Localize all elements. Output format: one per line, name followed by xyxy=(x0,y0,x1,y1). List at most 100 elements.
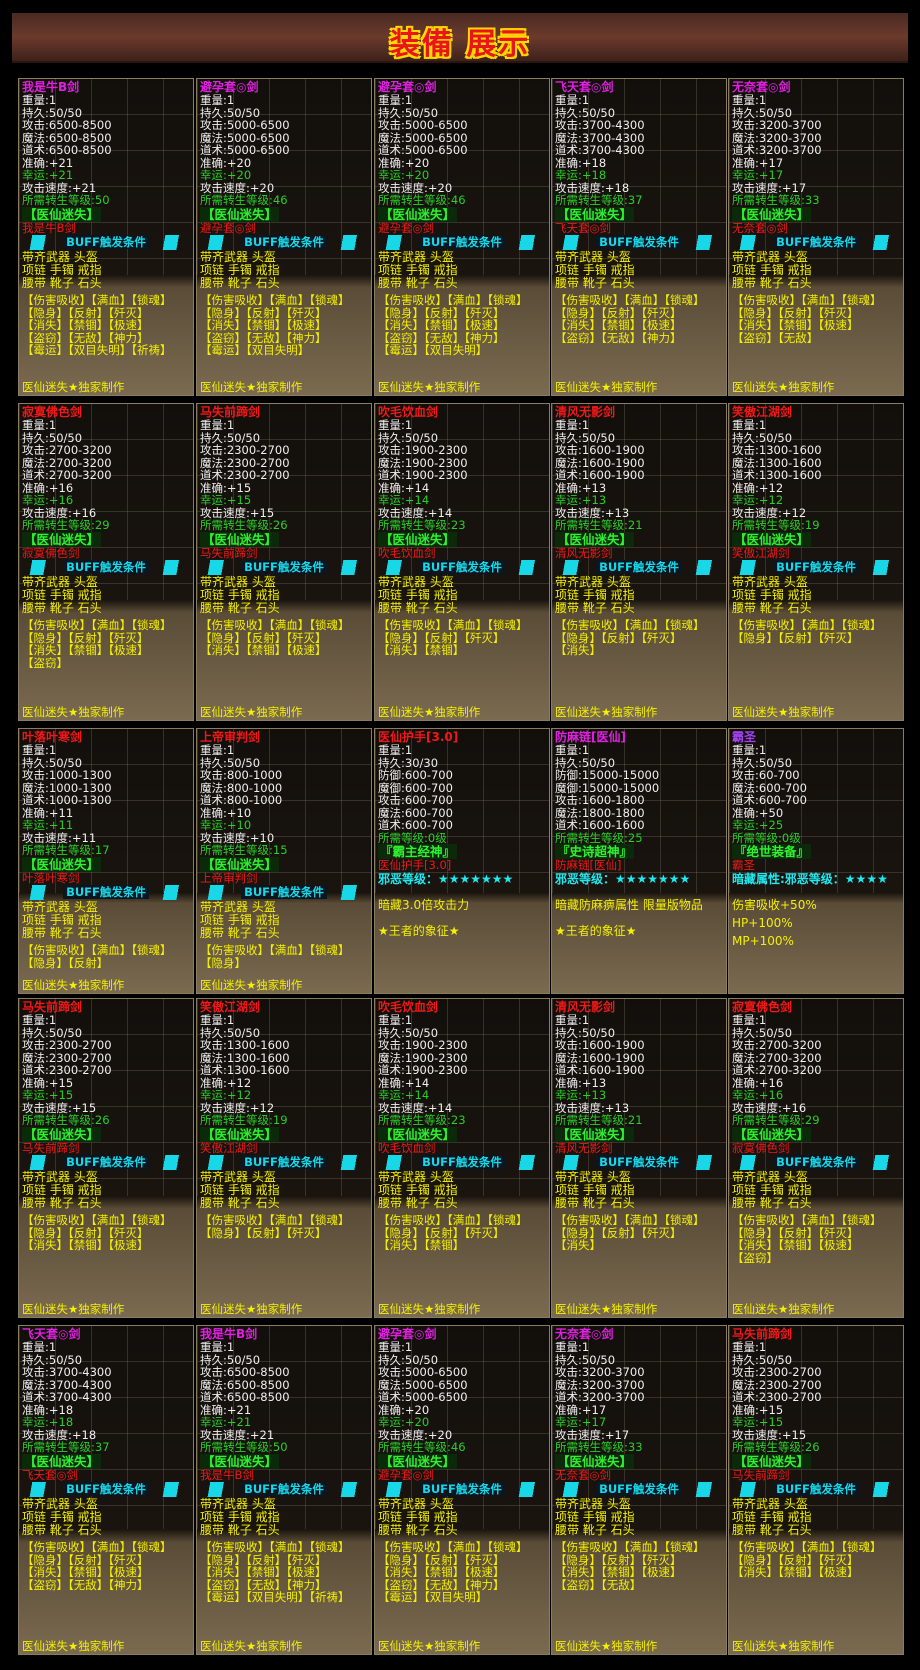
skill-list: 【伤害吸收】【满血】【锁魂】 【隐身】【反射】【歼灭】 【消失】【禁锢】【极速】 【盗… xyxy=(22,619,190,669)
item-luck: 幸运:+20 xyxy=(200,168,252,182)
item-attack-speed: 攻击速度:+21 xyxy=(22,180,97,195)
item-stat: 道术:2700-3200 xyxy=(732,1063,822,1077)
item-stat: 攻击:5000-6500 xyxy=(200,118,290,132)
item-luck: 幸运:+15 xyxy=(732,1415,784,1429)
item-name: 霸圣 xyxy=(732,730,757,744)
item-stat: 魔法:2300-2700 xyxy=(200,455,290,470)
item-tag: 【医仙迷失】 xyxy=(200,856,280,872)
buff-condition: 项链 手镯 戒指 xyxy=(378,1183,458,1197)
item-requirement: 所需等级:0级 xyxy=(732,830,801,845)
skill-list: 【伤害吸收】【满血】【锁魂】 【隐身】【反射】【歼灭】 【消失】 xyxy=(555,1214,723,1252)
item-attack-speed: 攻击速度:+15 xyxy=(200,505,275,520)
skill-line: 【消失】【禁锢】【极速】 xyxy=(22,318,149,332)
skill-list: 【伤害吸收】【满血】【锁魂】 【隐身】【反射】【歼灭】 【消失】【禁锢】【极速】 【盗… xyxy=(200,294,368,357)
item-card: 无奈套◎剑 重量:1 持久:50/50 攻击:3200-3700 魔法:3200-370… xyxy=(728,78,904,396)
skill-list: 【伤害吸收】【满血】【锁魂】 【隐身】【反射】【歼灭】 【消失】【禁锢】【极速】 【盗… xyxy=(555,294,723,344)
item-luck: 幸运:+12 xyxy=(200,1088,252,1102)
skill-line: 【盗窃】【无敌】【神力】 xyxy=(200,1577,327,1592)
item-stat: 魔法:3700-4300 xyxy=(555,130,645,145)
item-attack-speed: 攻击速度:+15 xyxy=(22,1100,97,1115)
skill-line: 【隐身】【反射】【歼灭】 xyxy=(378,630,505,645)
buff-condition: 项链 手镯 戒指 xyxy=(200,1510,280,1524)
item-stat: 持久:50/50 xyxy=(200,430,261,445)
item-subname: 寂寞佛色剑 xyxy=(732,1140,790,1155)
card-footer: 医仙迷失★独家制作 xyxy=(555,704,658,719)
card-footer: 医仙迷失★独家制作 xyxy=(22,704,125,719)
buff-condition: 带齐武器 头盔 xyxy=(555,250,631,264)
item-attack-speed: 攻击速度:+17 xyxy=(732,180,807,195)
buff-condition: 项链 手镯 戒指 xyxy=(555,1510,635,1524)
item-tag: 【医仙迷失】 xyxy=(378,1453,458,1469)
skill-line: 【霉运】【双目失明】 xyxy=(378,343,488,357)
item-stat: 准确:+15 xyxy=(200,480,252,495)
skill-line: 【伤害吸收】【满血】【锁魂】 xyxy=(22,943,172,957)
skill-line: 【伤害吸收】【满血】【锁魂】 xyxy=(732,618,882,632)
item-stat: 道术:5000-6500 xyxy=(378,1390,468,1404)
skill-line: 【消失】【禁锢】【极速】 xyxy=(200,643,327,657)
buff-condition: 带齐武器 头盔 xyxy=(200,250,276,264)
buff-banner: BUFF触发条件 xyxy=(555,1155,723,1170)
item-stat: 道术:600-700 xyxy=(378,818,453,832)
item-luck: 幸运:+18 xyxy=(555,168,607,182)
item-stat: 道术:1900-2300 xyxy=(378,1063,468,1077)
buff-banner: BUFF触发条件 xyxy=(378,235,546,250)
skill-line: 【伤害吸收】【满血】【锁魂】 xyxy=(200,293,350,307)
skill-line: 【盗窃】【无敌】【神力】 xyxy=(555,330,682,345)
buff-condition: 带齐武器 头盔 xyxy=(555,1497,631,1511)
buff-condition: 腰带 靴子 石头 xyxy=(378,276,458,290)
item-stat: 魔法:800-1000 xyxy=(200,780,283,795)
buff-title: BUFF触发条件 xyxy=(241,1155,327,1169)
item-attack-speed: 攻击速度:+18 xyxy=(22,1427,97,1442)
item-requirement: 幸运:+25 xyxy=(732,818,784,832)
item-stat: 重量:1 xyxy=(555,418,590,432)
item-name: 无奈套◎剑 xyxy=(555,1327,614,1341)
skill-list: 【伤害吸收】【满血】【锁魂】 【隐身】【反射】【歼灭】 【消失】【禁锢】【极速】 【盗… xyxy=(22,1541,190,1591)
item-stat: 重量:1 xyxy=(732,1013,767,1027)
buff-condition: 腰带 靴子 石头 xyxy=(200,276,280,290)
skill-line: 【伤害吸收】【满血】【锁魂】 xyxy=(200,1213,350,1227)
item-name: 无奈套◎剑 xyxy=(732,80,791,94)
buff-title: BUFF触发条件 xyxy=(241,235,327,249)
skill-line: 【隐身】【反射】【歼灭】 xyxy=(200,305,327,320)
item-attack-speed: 攻击速度:+14 xyxy=(378,505,453,520)
buff-banner: BUFF触发条件 xyxy=(22,1155,190,1170)
item-attack-speed: 攻击速度:+18 xyxy=(555,180,630,195)
item-stat: 魔法:600-700 xyxy=(378,805,453,820)
skill-line: 【盗窃】【无敌】【神力】 xyxy=(378,330,505,345)
skill-line: 【伤害吸收】【满血】【锁魂】 xyxy=(555,1213,705,1227)
item-card: 寂寞佛色剑 重量:1 持久:50/50 攻击:2700-3200 魔法:2700-320… xyxy=(18,403,194,721)
skill-line: 【盗窃】【无敌】【神力】 xyxy=(200,330,327,345)
item-note: ★王者的象征★ xyxy=(378,923,460,938)
item-stat: 重量:1 xyxy=(555,1340,590,1354)
skill-line: 【伤害吸收】【满血】【锁魂】 xyxy=(22,618,172,632)
item-stat: 准确:+18 xyxy=(555,155,607,170)
skill-list: 【伤害吸收】【满血】【锁魂】 【隐身】【反射】【歼灭】 【消失】【禁锢】【极速】 【盗… xyxy=(378,1541,546,1604)
item-name: 马失前蹄剑 xyxy=(732,1327,793,1341)
skill-line: 【消失】 xyxy=(555,1238,601,1252)
skill-line: 【盗窃】【无敌】 xyxy=(555,1577,642,1592)
item-stat: 持久:50/50 xyxy=(378,105,439,120)
item-attack-speed: 攻击速度:+16 xyxy=(732,1100,807,1115)
item-card: 吹毛饮血剑 重量:1 持久:50/50 攻击:1900-2300 魔法:1900-230… xyxy=(374,998,550,1318)
skill-line: 【隐身】【反射】【歼灭】 xyxy=(378,1225,505,1240)
item-stat: 魔法:3200-3700 xyxy=(555,1377,645,1392)
buff-condition: 带齐武器 头盔 xyxy=(378,1497,454,1511)
skill-line: 【消失】 xyxy=(555,643,601,657)
item-card: 避孕套◎剑 重量:1 持久:50/50 攻击:5000-6500 魔法:5000-650… xyxy=(374,78,550,396)
item-card: 寂寞佛色剑 重量:1 持久:50/50 攻击:2700-3200 魔法:2700-320… xyxy=(728,998,904,1318)
item-attack-speed: 攻击速度:+13 xyxy=(555,505,630,520)
buff-condition: 项链 手镯 戒指 xyxy=(22,263,102,277)
item-subname: 我是牛B剑 xyxy=(22,220,76,235)
buff-title: BUFF触发条件 xyxy=(63,560,149,574)
item-tag: 『史诗超神』 xyxy=(555,844,635,859)
item-requirement: 所需转生等级:37 xyxy=(22,1440,110,1454)
skill-list: 【伤害吸收】【满血】【锁魂】 【隐身】【反射】 xyxy=(22,944,190,969)
buff-banner: BUFF触发条件 xyxy=(22,1482,190,1497)
buff-banner: BUFF触发条件 xyxy=(732,235,900,250)
item-stat: 持久:50/50 xyxy=(555,430,616,445)
buff-title: BUFF触发条件 xyxy=(596,560,682,574)
buff-condition: 项链 手镯 戒指 xyxy=(22,1183,102,1197)
buff-condition: 项链 手镯 戒指 xyxy=(378,263,458,277)
item-requirement: 所需等级:0级 xyxy=(378,830,447,845)
item-stat: 攻击:3200-3700 xyxy=(555,1365,645,1379)
